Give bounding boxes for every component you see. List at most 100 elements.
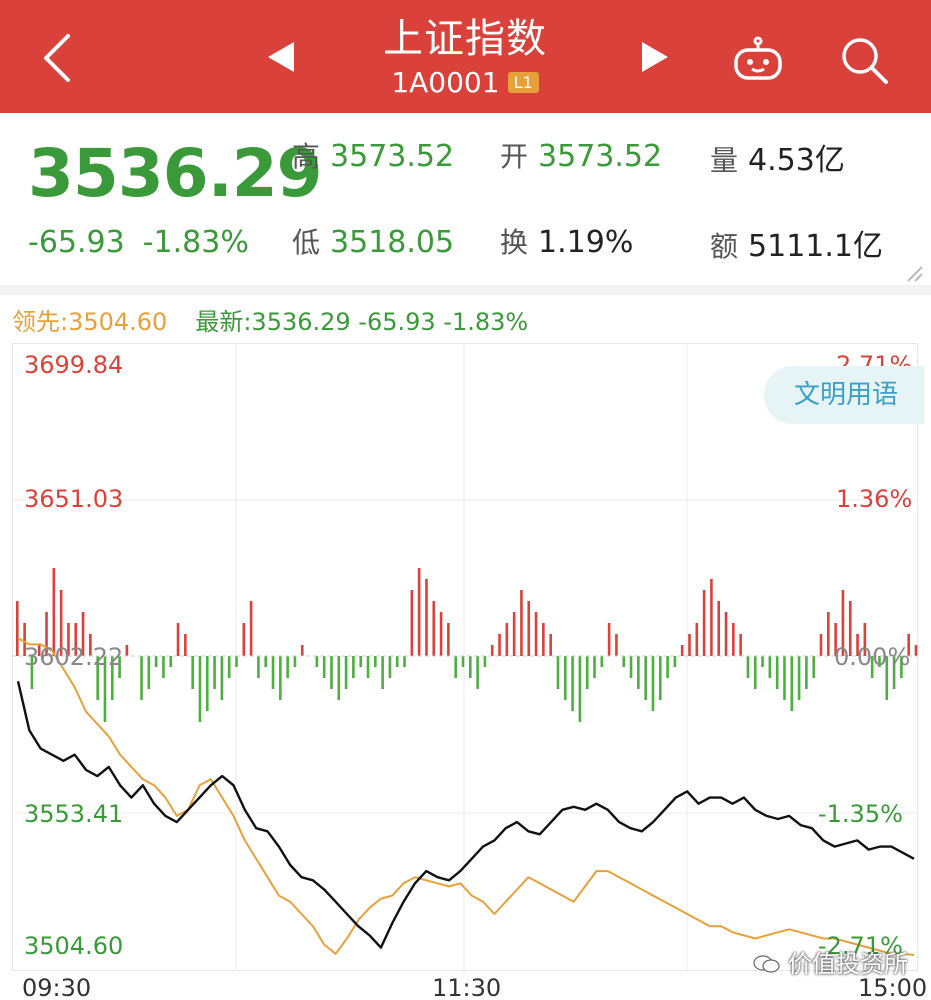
robot-assistant-icon[interactable] [730, 36, 786, 82]
change-bar [578, 656, 582, 722]
change-bar [293, 656, 297, 667]
change-bar [366, 656, 370, 678]
latest-price-line [16, 680, 915, 949]
change-bar [476, 656, 479, 689]
change-bar [213, 656, 216, 689]
price-change: -65.93 -1.83% [28, 225, 267, 260]
previous-stock-icon[interactable] [266, 40, 296, 74]
change-bar [81, 612, 85, 656]
change-bar [834, 623, 837, 656]
change-bar [249, 601, 253, 656]
stat-high: 高 3573.52 [292, 135, 454, 175]
stat-value: 4.53亿 [748, 143, 845, 178]
stat-low: 低 3518.05 [292, 221, 454, 261]
lead-index-line [17, 637, 915, 956]
change-bar [89, 634, 92, 656]
watermark-text: 价值投资所 [788, 950, 908, 978]
change-bar [96, 656, 99, 700]
wechat-icon [753, 955, 780, 973]
change-bar [688, 634, 691, 656]
change-bar [768, 656, 772, 678]
expand-icon[interactable] [904, 263, 924, 283]
y-left-label: 3699.84 [24, 351, 124, 379]
section-divider [0, 285, 931, 295]
change-bar [162, 656, 165, 678]
y-left-label: 3602.22 [24, 643, 124, 671]
back-icon[interactable] [38, 30, 78, 86]
change-bar [176, 623, 180, 656]
change-bar [739, 634, 742, 656]
change-bar [110, 656, 114, 700]
page-title: 上证指数 [383, 16, 547, 62]
change-bar [827, 612, 830, 656]
chart-legend: 领先:3504.60 最新:3536.29 -65.93 -1.83% [12, 302, 528, 337]
change-bar [805, 656, 808, 689]
change-bar [892, 656, 896, 689]
change-bar [37, 645, 41, 656]
stat-value: 3518.05 [330, 225, 455, 260]
stat-volume: 量 4.53亿 [710, 135, 845, 179]
change-bar [520, 590, 523, 656]
change-bar [673, 656, 677, 667]
change-bar [227, 656, 231, 678]
change-bar [512, 612, 516, 656]
change-bar [505, 623, 509, 656]
change-bar [23, 623, 26, 656]
y-left-label: 3651.03 [24, 485, 124, 513]
change-bar [490, 645, 494, 656]
change-bar [74, 623, 78, 656]
y-right-label: -1.35% [818, 800, 903, 828]
change-bar [103, 656, 107, 722]
change-bar [724, 612, 728, 656]
stat-amount: 额 5111.1亿 [710, 221, 883, 265]
next-stock-icon[interactable] [640, 40, 670, 74]
change-bar [454, 656, 457, 678]
change-bar [417, 568, 421, 656]
stat-label: 额 [710, 230, 739, 263]
change-bar [381, 656, 384, 689]
change-bar [790, 656, 794, 711]
change-bar [432, 601, 436, 656]
legend-latest: 最新:3536.29 -65.93 -1.83% [195, 308, 529, 336]
change-bar [863, 623, 867, 656]
change-bar [279, 656, 282, 700]
intraday-chart[interactable] [12, 343, 918, 971]
y-left-label: 3504.60 [24, 932, 124, 960]
change-bar [549, 634, 552, 656]
change-bar [140, 656, 143, 700]
change-bar [658, 656, 662, 700]
x-label-midday: 11:30 [432, 974, 502, 1000]
stock-code-text: 1A0001 [391, 66, 500, 99]
change-bar [819, 634, 823, 656]
change-bar [534, 612, 538, 656]
change-bar [16, 601, 19, 656]
change-bar [242, 623, 246, 656]
change-bar [695, 623, 699, 656]
change-bar [732, 623, 735, 656]
change-bar [447, 623, 450, 656]
change-bar [644, 656, 647, 700]
change-bar [797, 656, 801, 700]
change-bar [841, 590, 845, 656]
search-icon[interactable] [838, 34, 890, 86]
y-right-label: -2.71% [818, 932, 903, 960]
change-bar [600, 656, 604, 667]
stat-open: 开 3573.52 [500, 135, 662, 175]
change-bar [856, 634, 859, 656]
stat-label: 开 [500, 140, 529, 173]
legend-lead: 领先:3504.60 [12, 308, 168, 336]
stock-code: 1A0001 L1 [330, 66, 600, 99]
change-bar [563, 656, 567, 700]
change-bar [169, 656, 173, 667]
civil-language-button[interactable]: 文明用语 [764, 366, 924, 424]
change-percent: -1.83% [142, 225, 249, 260]
change-bar [154, 656, 158, 667]
change-bar [59, 590, 63, 656]
change-bar [629, 656, 633, 678]
change-bar [374, 656, 377, 667]
change-bar [220, 656, 224, 700]
change-bar [680, 645, 684, 656]
change-bar [286, 656, 289, 678]
change-bar [67, 623, 70, 656]
change-bar [264, 656, 268, 667]
